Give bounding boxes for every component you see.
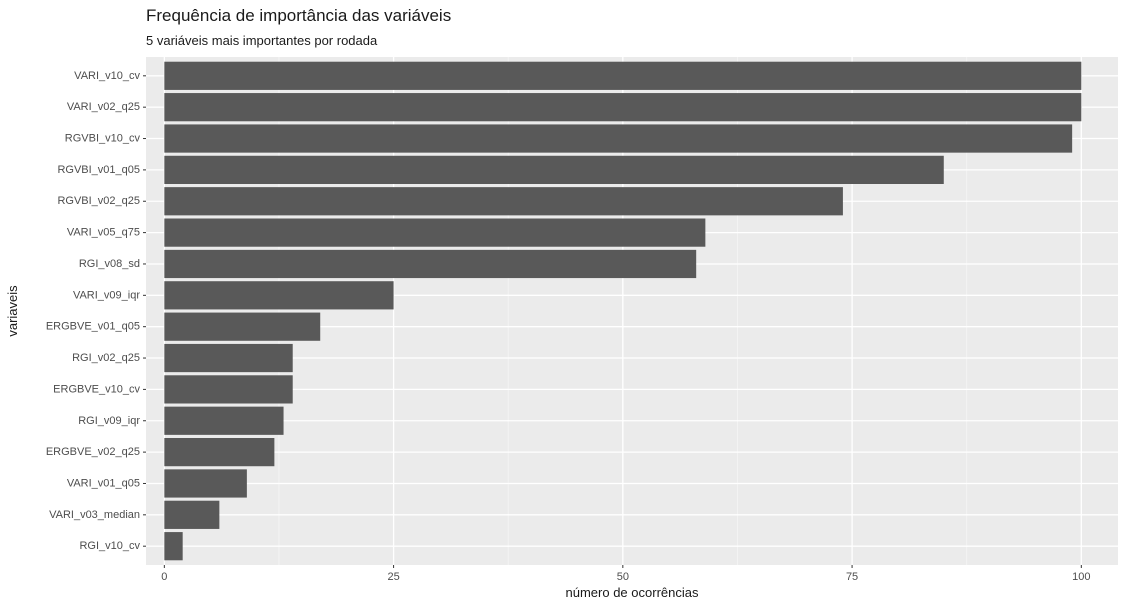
y-axis: VARI_v10_cv VARI_v02_q25 RGVBI_v10_cv RGVBI… <box>46 70 146 552</box>
x-tick-label: 100 <box>1072 571 1090 583</box>
x-tick-label: 25 <box>387 571 399 583</box>
x-axis: 0 25 50 75 100 <box>161 565 1090 583</box>
y-tick-label: VARI_v09_iqr <box>73 289 140 301</box>
x-axis-title: número de ocorrências <box>566 585 699 600</box>
bar <box>164 375 292 403</box>
y-tick-label: VARI_v10_cv <box>74 70 140 82</box>
bar <box>164 438 274 466</box>
y-tick-label: RGI_v08_sd <box>79 258 140 270</box>
bar <box>164 344 292 372</box>
y-tick-label: RGVBI_v02_q25 <box>57 195 140 207</box>
y-tick-label: RGVBI_v01_q05 <box>57 164 140 176</box>
y-tick-label: VARI_v01_q05 <box>67 477 140 489</box>
bar <box>164 124 1072 152</box>
bar <box>164 407 283 435</box>
y-tick-label: RGVBI_v10_cv <box>65 133 141 145</box>
y-tick-label: VARI_v03_median <box>49 509 140 521</box>
y-tick-label: ERGBVE_v01_q05 <box>46 321 140 333</box>
y-tick-label: ERGBVE_v10_cv <box>53 383 140 395</box>
bar <box>164 218 705 246</box>
bar <box>164 187 843 215</box>
bar <box>164 281 393 309</box>
y-tick-label: RGI_v02_q25 <box>72 352 140 364</box>
y-tick-label: RGI_v09_iqr <box>78 415 140 427</box>
y-tick-label: VARI_v02_q25 <box>67 101 140 113</box>
bar <box>164 93 1081 121</box>
bar <box>164 156 943 184</box>
bar <box>164 313 320 341</box>
y-tick-label: VARI_v05_q75 <box>67 227 140 239</box>
y-axis-title: variaveis <box>5 285 20 337</box>
y-tick-label: RGI_v10_cv <box>79 540 140 552</box>
bar <box>164 532 182 560</box>
bar <box>164 469 247 497</box>
bar <box>164 501 219 529</box>
x-tick-label: 75 <box>846 571 858 583</box>
y-tick-label: ERGBVE_v02_q25 <box>46 446 140 458</box>
bar <box>164 62 1081 90</box>
x-tick-label: 50 <box>617 571 629 583</box>
bar <box>164 250 696 278</box>
x-tick-label: 0 <box>161 571 167 583</box>
